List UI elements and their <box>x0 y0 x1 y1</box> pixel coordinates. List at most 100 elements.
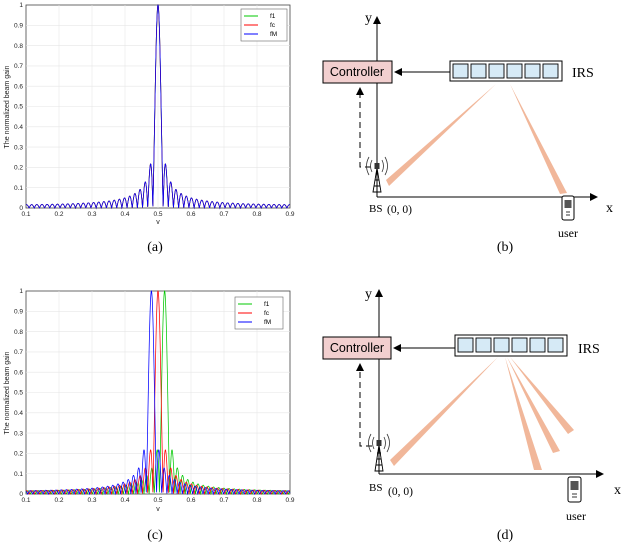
x-tick-label: 0.2 <box>54 497 63 504</box>
irs-element <box>452 63 469 79</box>
irs-element <box>511 337 528 353</box>
x-tick-label: 0.1 <box>21 211 30 218</box>
x-tick-label: 0.3 <box>87 211 96 218</box>
legend: f1 fc fM <box>240 8 288 42</box>
y-tick-label: 1 <box>19 2 23 9</box>
y-tick-label: 0.7 <box>14 349 23 356</box>
irs-label: IRS <box>572 66 594 81</box>
curves <box>25 290 291 496</box>
legend-label-fM: fM <box>270 31 277 38</box>
beam <box>510 84 567 194</box>
y-tick-label: 0.6 <box>14 369 23 376</box>
user-phone-icon <box>561 195 575 221</box>
controller-label: Controller <box>330 65 384 79</box>
x-tick-label: 0.8 <box>252 497 261 504</box>
user-label: user <box>566 509 586 523</box>
controller-box <box>322 336 392 360</box>
grid <box>26 5 290 208</box>
y-tick-label: 0.9 <box>14 23 23 30</box>
irs-element <box>457 337 474 353</box>
x-tick-label: 0.1 <box>21 497 30 504</box>
beam-gain-chart-c: 0.1 0.2 0.3 0.4 0.5 0.6 0.7 0.8 0.9 00.10.20.30.… <box>4 288 295 513</box>
x-tick-label: 0.5 <box>153 211 162 218</box>
y-tick-labels: 0 0.1 0.2 0.3 0.4 0.5 0.6 0.7 0.8 0.9 1 <box>14 288 23 498</box>
y-tick-label: 0.8 <box>14 329 23 336</box>
irs-cells <box>457 337 564 353</box>
x-tick-label: 0.7 <box>219 211 228 218</box>
y-tick-label: 1 <box>19 288 23 295</box>
y-tick-label: 0.8 <box>14 43 23 50</box>
y-tick-label: 0.7 <box>14 63 23 70</box>
axis-x-label: x <box>606 201 613 216</box>
beam <box>510 357 574 434</box>
base-station-icon <box>368 433 390 472</box>
system-diagram-b: y x Controller IRS BS (0, 0) user <box>322 11 613 240</box>
beam-gain-chart-a: 0.1 0.2 0.3 0.4 0.5 0.6 0.7 0.8 0.9 00.10.20.30.… <box>4 2 295 226</box>
irs-cells <box>452 63 559 79</box>
legend-label-f1: f1 <box>264 301 270 308</box>
y-tick-label: 0 <box>19 491 23 498</box>
y-axis-label: The normalized beam gain <box>4 351 11 434</box>
user-phone-icon <box>567 476 582 503</box>
series-line-fM <box>25 290 291 496</box>
y-tick-label: 0.3 <box>14 144 23 151</box>
bs-label: BS <box>369 482 382 494</box>
bs-to-controller-link <box>356 87 371 168</box>
bs-to-controller-link <box>356 363 372 447</box>
irs-element <box>475 337 492 353</box>
series-line-fc <box>25 290 291 496</box>
axis-y-label: y <box>365 287 372 302</box>
bs-label: BS <box>369 203 382 215</box>
series-line-fM <box>25 4 291 210</box>
x-tick-label: 0.3 <box>87 497 96 504</box>
y-tick-label: 0.9 <box>14 309 23 316</box>
legend-label-f1: f1 <box>270 13 276 20</box>
legend: f1 fc fM <box>234 296 284 330</box>
legend-label-fc: fc <box>264 310 270 317</box>
grid <box>26 291 290 494</box>
caption-c: (c) <box>147 528 163 543</box>
x-tick-label: 0.7 <box>219 497 228 504</box>
controller-box <box>322 60 393 84</box>
x-tick-label: 0.8 <box>252 211 261 218</box>
irs-element <box>470 63 487 79</box>
y-tick-label: 0.2 <box>14 451 23 458</box>
x-tick-label: 0.4 <box>120 497 129 504</box>
axis-y-label: y <box>365 11 372 26</box>
x-tick-label: 0.6 <box>186 211 195 218</box>
x-tick-label: 0.2 <box>54 211 63 218</box>
y-tick-label: 0.3 <box>14 430 23 437</box>
irs-element <box>506 63 523 79</box>
caption-a: (a) <box>147 240 163 255</box>
system-diagram-d: y x Controller IRS BS (0, 0) user <box>322 287 621 523</box>
irs-element <box>529 337 546 353</box>
x-tick-label: 0.6 <box>186 497 195 504</box>
y-tick-label: 0.6 <box>14 83 23 90</box>
irs-label: IRS <box>578 342 600 357</box>
x-tick-label: 0.4 <box>120 211 129 218</box>
origin-label: (0, 0) <box>387 204 412 216</box>
controller-label: Controller <box>330 341 384 355</box>
legend-label-fM: fM <box>264 319 271 326</box>
irs-element <box>488 63 505 79</box>
y-tick-label: 0.1 <box>14 185 23 192</box>
y-tick-labels: 0 0.1 0.2 0.3 0.4 0.5 0.6 0.7 0.8 0.9 1 <box>14 2 23 212</box>
x-tick-labels: 0.1 0.2 0.3 0.4 0.5 0.6 0.7 0.8 0.9 <box>21 211 294 218</box>
beam <box>390 357 498 466</box>
beam <box>505 357 542 470</box>
y-tick-label: 0 <box>19 205 23 212</box>
y-tick-label: 0.5 <box>14 390 23 397</box>
y-tick-label: 0.4 <box>14 410 23 417</box>
beam <box>507 357 560 453</box>
origin-label: (0, 0) <box>388 486 413 498</box>
caption-d: (d) <box>497 528 514 543</box>
user-label: user <box>558 226 578 240</box>
y-tick-label: 0.4 <box>14 124 23 131</box>
y-tick-label: 0.1 <box>14 471 23 478</box>
axis-x-label: x <box>614 483 621 498</box>
x-axis-label: v <box>156 219 160 226</box>
caption-b: (b) <box>497 240 514 255</box>
x-tick-label: 0.5 <box>153 497 162 504</box>
x-axis-label: v <box>156 506 160 513</box>
